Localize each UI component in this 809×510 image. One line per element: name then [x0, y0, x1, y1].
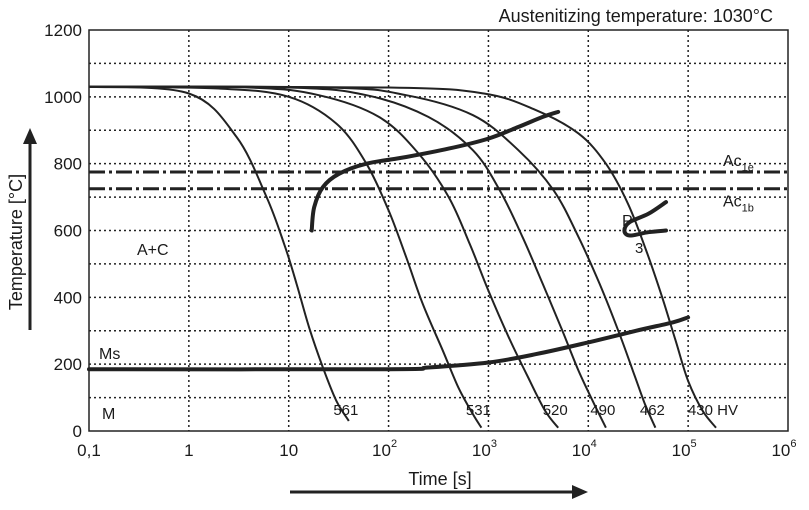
hardness-label-561: 561: [333, 402, 358, 419]
plot-frame: [88, 29, 789, 432]
hardness-label-490: 490: [590, 402, 615, 419]
y-tick-label: 1200: [44, 21, 82, 40]
y-tick-label: 400: [54, 288, 82, 307]
gridlines: [89, 30, 788, 431]
x-axis-label: Time [s]: [408, 469, 471, 489]
y-tick-label: 800: [54, 155, 82, 174]
x-tick-label: 10: [279, 441, 298, 460]
hardness-label-430: 430 HV: [688, 402, 738, 419]
pearlite-label: P: [622, 213, 633, 230]
y-axis-label: Temperature [°C]: [6, 174, 26, 310]
x-tick-label: 1: [184, 441, 193, 460]
x-tick-label: 102: [372, 438, 397, 460]
cooling-curve-490: [88, 85, 607, 429]
x-axis-arrow: [290, 485, 588, 499]
y-tick-label: 600: [54, 222, 82, 241]
ac-label-1e: Ac1e: [723, 153, 754, 174]
cooling-curve-531: [88, 85, 483, 429]
cooling-curve-430: [88, 85, 717, 429]
x-tick-label: 106: [771, 438, 796, 460]
y-tick-labels: 0 200 400 600 800 1000 1200: [44, 21, 82, 441]
y-tick-label: 0: [73, 422, 82, 441]
reference-lines: [89, 170, 788, 191]
chart-title: Austenitizing temperature: 1030°C: [499, 6, 773, 26]
x-tick-label: 0,1: [77, 441, 101, 460]
x-tick-labels: 0,1 1 10 102 103 104 105 106: [77, 438, 796, 460]
ac-label-1b: Ac1b: [723, 194, 754, 215]
pearlite-value: 3: [635, 240, 643, 257]
martensite-start-line: [87, 315, 691, 372]
y-tick-label: 200: [54, 355, 82, 374]
y-tick-label: 1000: [44, 88, 82, 107]
transformation-lines: [87, 109, 691, 372]
cooling-curves: [88, 85, 717, 429]
x-tick-label: 104: [572, 438, 597, 460]
hardness-label-462: 462: [640, 402, 665, 419]
pearlite-line: [622, 200, 668, 238]
x-tick-label: 105: [672, 438, 697, 460]
region-label-austenite-carbide: A+C: [137, 242, 169, 259]
cooling-curve-561: [88, 85, 350, 422]
region-label-martensite: M: [102, 406, 115, 423]
y-axis-arrow: [23, 128, 37, 330]
annotations: Ac1e Ac1b 561 531 520 490 462 430 HV A+C Ms M P3: [99, 153, 754, 423]
hardness-label-531: 531: [466, 402, 491, 419]
region-label-ms: Ms: [99, 346, 120, 363]
x-tick-label: 103: [472, 438, 497, 460]
ferrite-start-line: [309, 109, 561, 233]
hardness-label-520: 520: [543, 402, 568, 419]
cooling-curve-462: [88, 85, 657, 429]
cooling-curve-520: [88, 85, 559, 429]
